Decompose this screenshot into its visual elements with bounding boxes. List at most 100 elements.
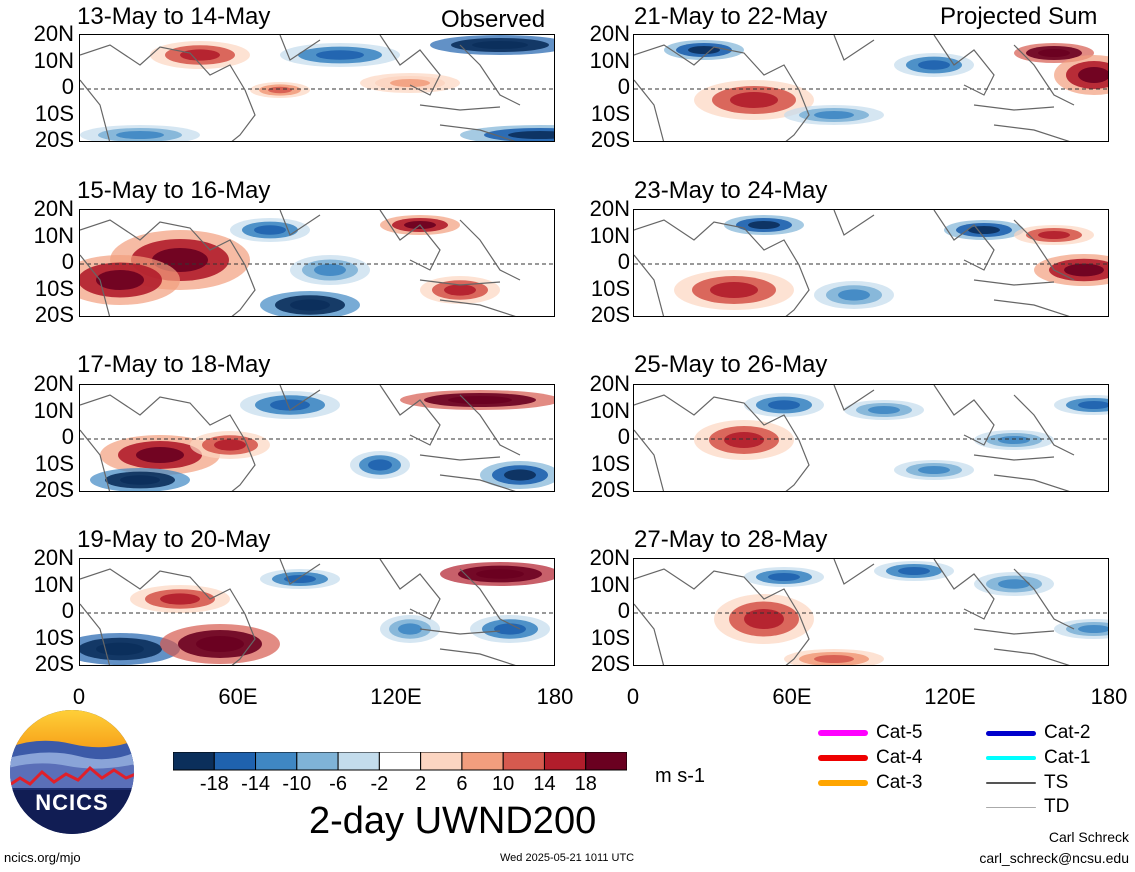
main-title: 2-day UWND200	[309, 800, 597, 842]
anomaly-contour	[1078, 401, 1108, 409]
anomaly-contour	[120, 475, 160, 485]
colorbar-tick: -6	[329, 773, 347, 795]
anomaly-contour	[314, 264, 346, 276]
lat-label: 20S	[590, 302, 630, 327]
logo-text: NCICS	[35, 790, 109, 815]
legend-swatch	[986, 782, 1036, 784]
lat-label: 20S	[34, 127, 74, 152]
colorbar-tick: 2	[415, 773, 427, 795]
anomaly-contour	[504, 469, 536, 481]
colorbar-tick: -2	[370, 773, 389, 795]
lat-label: 20N	[589, 371, 630, 396]
anomaly-contour	[284, 575, 316, 583]
legend-swatch	[986, 806, 1036, 808]
lat-label: 10S	[34, 100, 74, 126]
anomaly-contour	[316, 50, 364, 60]
anomaly-contour	[398, 623, 422, 635]
lat-label: 0	[617, 598, 630, 623]
legend-label: Cat-5	[876, 722, 923, 743]
author-email: carl_schreck@ncsu.edu	[979, 850, 1129, 866]
anomaly-contour	[494, 623, 526, 635]
lon-label: 60E	[772, 684, 812, 709]
anomaly-contour	[868, 406, 900, 414]
uwnd-field	[80, 35, 554, 141]
lon-label: 120E	[370, 684, 422, 709]
panel-title: 15-May to 16-May	[77, 177, 271, 204]
anomaly-contour	[214, 439, 246, 451]
lat-label: 20S	[34, 302, 74, 327]
legend-label: TS	[1044, 772, 1069, 793]
lat-label: 20S	[590, 127, 630, 152]
anomaly-contour	[724, 432, 764, 448]
legend-swatch	[818, 730, 868, 736]
anomaly-contour	[1078, 625, 1108, 633]
lat-label: 20N	[33, 371, 74, 396]
lat-label: 10N	[33, 571, 74, 597]
colorbar-swatch	[172, 751, 215, 771]
lat-label: 10N	[589, 222, 630, 248]
anomaly-contour	[268, 86, 292, 94]
colorbar-swatch	[585, 751, 628, 771]
lat-label: 10N	[589, 397, 630, 423]
lat-label: 20S	[590, 651, 630, 676]
lat-label: 10S	[34, 624, 74, 650]
anomaly-contour	[254, 225, 286, 235]
legend-label: Cat-4	[876, 747, 923, 768]
lat-label: 20N	[589, 545, 630, 570]
anomaly-contour	[838, 289, 870, 301]
anomaly-contour	[476, 569, 524, 579]
lat-label: 10N	[33, 47, 74, 73]
map-panel	[79, 209, 555, 317]
colorbar-swatch	[296, 751, 339, 771]
anomaly-contour	[1064, 263, 1104, 277]
anomaly-contour	[918, 60, 950, 70]
colorbar-swatch	[255, 751, 298, 771]
anomaly-contour	[998, 579, 1030, 589]
anomaly-contour	[444, 284, 476, 296]
lat-label: 20N	[589, 196, 630, 221]
colorbar-units: m s-1	[655, 765, 705, 787]
lon-label: 60E	[218, 684, 258, 709]
colorbar-tick: 18	[574, 773, 597, 795]
legend-label: TD	[1044, 796, 1070, 817]
lon-label: 180	[536, 684, 574, 709]
panel-title: 25-May to 26-May	[634, 351, 828, 378]
legend-label: Cat-1	[1044, 747, 1091, 768]
legend-swatch	[818, 755, 868, 761]
lat-label: 0	[617, 249, 630, 274]
map-panel	[633, 558, 1109, 666]
uwnd-field	[634, 385, 1108, 491]
lat-label: 10S	[590, 624, 630, 650]
anomaly-contour	[160, 593, 200, 605]
anomaly-contour	[1038, 49, 1070, 57]
colorbar-swatch	[502, 751, 545, 771]
ncics-logo: NCICS	[8, 708, 136, 841]
panel-title: 19-May to 20-May	[77, 526, 271, 553]
lat-label: 0	[61, 424, 74, 449]
anomaly-contour	[472, 41, 528, 49]
lon-label: 0	[72, 684, 86, 709]
lat-label: 20N	[33, 21, 74, 46]
map-panel	[633, 209, 1109, 317]
anomaly-contour	[390, 79, 430, 87]
anomaly-contour	[1038, 231, 1070, 239]
lat-label: 10N	[589, 47, 630, 73]
map-panel	[79, 558, 555, 666]
anomaly-contour	[508, 131, 554, 139]
lat-label: 20N	[33, 196, 74, 221]
panel-title: 21-May to 22-May	[634, 3, 828, 30]
colorbar-swatch	[420, 751, 463, 771]
lon-label: 180	[1090, 684, 1128, 709]
anomaly-contour	[710, 282, 758, 298]
anomaly-contour	[368, 459, 392, 471]
lat-label: 10S	[590, 275, 630, 301]
anomaly-contour	[814, 111, 854, 119]
coastline	[634, 385, 1075, 491]
coastline	[634, 35, 1075, 141]
lat-label: 0	[617, 424, 630, 449]
lon-label: 120E	[924, 684, 976, 709]
colorbar-tick: 10	[492, 773, 515, 795]
observed-label: Observed	[441, 6, 546, 33]
uwnd-field	[634, 559, 1108, 665]
lat-label: 20S	[34, 651, 74, 676]
